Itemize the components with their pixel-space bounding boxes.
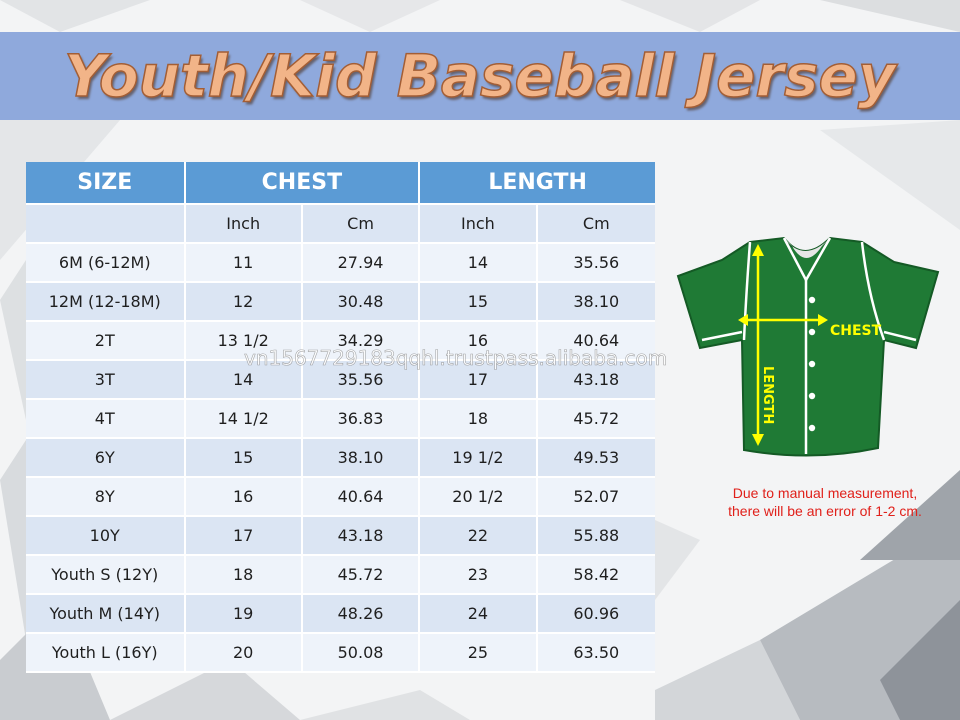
value-cell: 40.64 (537, 322, 655, 361)
value-cell: 18 (185, 556, 303, 595)
value-cell: 23 (420, 556, 538, 595)
value-cell: 24 (420, 595, 538, 634)
value-cell: 17 (185, 517, 303, 556)
units-row: Inch Cm Inch Cm (26, 205, 655, 244)
size-cell: 6M (6-12M) (26, 244, 186, 283)
size-cell: 10Y (26, 517, 186, 556)
table-row: 8Y 16 40.64 20 1/2 52.07 (26, 478, 655, 517)
value-cell: 14 (185, 361, 303, 400)
unit-cell (26, 205, 186, 244)
table-row: 6M (6-12M) 11 27.94 14 35.56 (26, 244, 655, 283)
value-cell: 14 (420, 244, 538, 283)
value-cell: 45.72 (537, 400, 655, 439)
value-cell: 49.53 (537, 439, 655, 478)
size-cell: 8Y (26, 478, 186, 517)
page-title: Youth/Kid Baseball Jersey (64, 41, 897, 111)
size-cell: Youth S (12Y) (26, 556, 186, 595)
value-cell: 36.83 (302, 400, 421, 439)
chest-measure-arrow (738, 314, 828, 326)
table-row: Youth M (14Y) 19 48.26 24 60.96 (26, 595, 655, 634)
header-chest: CHEST (185, 162, 421, 205)
value-cell: 20 1/2 (420, 478, 538, 517)
value-cell: 15 (420, 283, 538, 322)
value-cell: 11 (185, 244, 303, 283)
table-row: 2T 13 1/2 34.29 16 40.64 (26, 322, 655, 361)
unit-cell: Cm (537, 205, 655, 244)
value-cell: 17 (420, 361, 538, 400)
value-cell: 16 (185, 478, 303, 517)
note-line-1: Due to manual measurement, (732, 485, 918, 501)
size-cell: Youth L (16Y) (26, 634, 186, 673)
size-cell: Youth M (14Y) (26, 595, 186, 634)
value-cell: 19 1/2 (420, 439, 538, 478)
table-body: Inch Cm Inch Cm 6M (6-12M) 11 27.94 14 35.56… (26, 205, 655, 673)
header-row: SIZE CHEST LENGTH (26, 162, 655, 205)
value-cell: 63.50 (537, 634, 655, 673)
length-label: LENGTH (760, 366, 775, 424)
value-cell: 55.88 (537, 517, 655, 556)
measurement-note: Due to manual measurement, there will be… (700, 484, 950, 520)
table-row: 6Y 15 38.10 19 1/2 49.53 (26, 439, 655, 478)
value-cell: 13 1/2 (185, 322, 303, 361)
jersey-collar (784, 238, 830, 258)
value-cell: 45.72 (302, 556, 421, 595)
value-cell: 43.18 (302, 517, 421, 556)
value-cell: 15 (185, 439, 303, 478)
value-cell: 60.96 (537, 595, 655, 634)
value-cell: 38.10 (537, 283, 655, 322)
header-size: SIZE (26, 162, 186, 205)
length-measure-arrow (752, 244, 764, 446)
value-cell: 16 (420, 322, 538, 361)
table-row: 10Y 17 43.18 22 55.88 (26, 517, 655, 556)
jersey-illustration: CHEST LENGTH (676, 236, 940, 457)
value-cell: 14 1/2 (185, 400, 303, 439)
title-banner (0, 32, 960, 120)
size-cell: 3T (26, 361, 186, 400)
value-cell: 35.56 (302, 361, 421, 400)
value-cell: 52.07 (537, 478, 655, 517)
size-cell: 2T (26, 322, 186, 361)
value-cell: 19 (185, 595, 303, 634)
unit-cell: Inch (185, 205, 303, 244)
value-cell: 48.26 (302, 595, 421, 634)
header-length: LENGTH (420, 162, 655, 205)
value-cell: 34.29 (302, 322, 421, 361)
size-cell: 12M (12-18M) (26, 283, 186, 322)
table-row: Youth S (12Y) 18 45.72 23 58.42 (26, 556, 655, 595)
jersey-body (676, 236, 940, 457)
value-cell: 18 (420, 400, 538, 439)
note-line-2: there will be an error of 1-2 cm. (728, 503, 922, 519)
table-row: 12M (12-18M) 12 30.48 15 38.10 (26, 283, 655, 322)
value-cell: 25 (420, 634, 538, 673)
value-cell: 58.42 (537, 556, 655, 595)
value-cell: 40.64 (302, 478, 421, 517)
value-cell: 30.48 (302, 283, 421, 322)
chest-label: CHEST (830, 323, 882, 339)
value-cell: 43.18 (537, 361, 655, 400)
table-row: 4T 14 1/2 36.83 18 45.72 (26, 400, 655, 439)
size-cell: 6Y (26, 439, 186, 478)
value-cell: 27.94 (302, 244, 421, 283)
value-cell: 38.10 (302, 439, 421, 478)
value-cell: 22 (420, 517, 538, 556)
value-cell: 12 (185, 283, 303, 322)
unit-cell: Cm (302, 205, 421, 244)
unit-cell: Inch (420, 205, 538, 244)
size-cell: 4T (26, 400, 186, 439)
jersey-buttons (808, 296, 816, 432)
value-cell: 50.08 (302, 634, 421, 673)
table-row: 3T 14 35.56 17 43.18 (26, 361, 655, 400)
value-cell: 35.56 (537, 244, 655, 283)
size-chart-table: SIZE CHEST LENGTH Inch Cm Inch Cm 6M (6-… (26, 162, 655, 673)
value-cell: 20 (185, 634, 303, 673)
table-row: Youth L (16Y) 20 50.08 25 63.50 (26, 634, 655, 673)
